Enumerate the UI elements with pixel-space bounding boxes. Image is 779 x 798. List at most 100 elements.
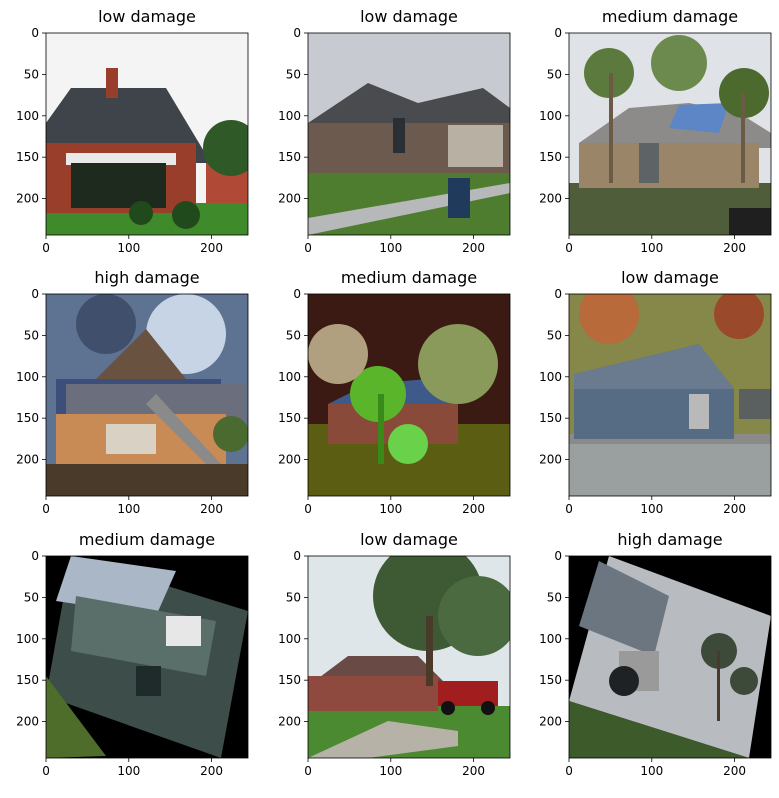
- x-tick-label: 0: [304, 241, 312, 255]
- y-tick-label: 200: [16, 715, 39, 729]
- y-tick-label: 150: [278, 150, 301, 164]
- y-tick-label: 50: [547, 328, 562, 342]
- y-tick-label: 100: [539, 632, 562, 646]
- y-tick-label: 200: [539, 715, 562, 729]
- x-tick-label: 100: [640, 241, 663, 255]
- y-tick-label: 100: [16, 109, 39, 123]
- image-panel: high damage 0 50 100 150 200 0 100 200: [16, 268, 249, 526]
- photo-image: [308, 33, 510, 235]
- panel-title: medium damage: [78, 530, 216, 549]
- image-panel: medium damage 0 50 100 150 200 0 100 200: [278, 268, 511, 526]
- image-axes: 0 50 100 150 200 0 100 200: [16, 287, 249, 516]
- image-axes: 0 50 100 150 200 0 100 200: [539, 549, 772, 778]
- y-tick-label: 150: [16, 411, 39, 425]
- y-tick-label: 0: [554, 549, 562, 563]
- y-tick-label: 200: [16, 192, 39, 206]
- image-axes: 0 50 100 150 200 0 100 200: [278, 549, 511, 778]
- y-tick-label: 100: [278, 632, 301, 646]
- x-tick-label: 100: [117, 764, 140, 778]
- x-tick-label: 0: [565, 241, 573, 255]
- image-axes: 0 50 100 150 200 0 100 200: [16, 549, 249, 778]
- x-tick-label: 0: [304, 764, 312, 778]
- x-tick-label: 200: [462, 502, 485, 516]
- y-tick-label: 150: [278, 411, 301, 425]
- y-tick-label: 150: [16, 673, 39, 687]
- image-axes: 0 50 100 150 200 0 100 200: [278, 26, 511, 255]
- y-tick-label: 50: [286, 67, 301, 81]
- y-tick-label: 0: [31, 549, 39, 563]
- x-tick-label: 100: [640, 502, 663, 516]
- image-panel: high damage 0 50 100 150 200 0 100 200: [539, 530, 772, 788]
- x-tick-label: 0: [42, 764, 50, 778]
- y-tick-label: 150: [539, 673, 562, 687]
- y-tick-label: 200: [16, 453, 39, 467]
- y-tick-label: 200: [539, 192, 562, 206]
- image-panel: low damage 0 50 100 150 200 0 100 200: [16, 7, 249, 265]
- y-tick-label: 150: [16, 150, 39, 164]
- y-tick-label: 100: [278, 370, 301, 384]
- image-panel: medium damage 0 50 100 150 200 0 100 200: [16, 530, 249, 788]
- y-tick-label: 100: [278, 109, 301, 123]
- x-tick-label: 100: [379, 502, 402, 516]
- y-tick-label: 150: [539, 150, 562, 164]
- photo-image: [46, 294, 248, 496]
- x-tick-label: 0: [42, 241, 50, 255]
- y-tick-label: 0: [31, 26, 39, 40]
- photo-image: [308, 556, 510, 758]
- x-tick-label: 200: [723, 502, 746, 516]
- x-tick-label: 200: [723, 764, 746, 778]
- y-tick-label: 50: [547, 590, 562, 604]
- image-axes: 0 50 100 150 200 0 100 200: [539, 26, 772, 255]
- image-axes: 0 50 100 150 200 0 100 200: [16, 26, 249, 255]
- x-tick-label: 0: [304, 502, 312, 516]
- panel-title: medium damage: [340, 268, 478, 287]
- x-tick-label: 100: [379, 764, 402, 778]
- photo-image: [308, 294, 510, 496]
- y-tick-label: 200: [278, 192, 301, 206]
- x-tick-label: 200: [723, 241, 746, 255]
- image-axes: 0 50 100 150 200 0 100 200: [539, 287, 772, 516]
- x-tick-label: 0: [42, 502, 50, 516]
- x-tick-label: 0: [565, 764, 573, 778]
- y-tick-label: 0: [31, 287, 39, 301]
- photo-image: [46, 556, 248, 758]
- y-tick-label: 50: [286, 590, 301, 604]
- panel-title: low damage: [621, 268, 719, 287]
- y-tick-label: 50: [24, 328, 39, 342]
- y-tick-label: 50: [286, 328, 301, 342]
- x-tick-label: 200: [462, 241, 485, 255]
- image-panel: low damage 0 50 100 150 200 0 100 200: [539, 268, 772, 526]
- panel-title: low damage: [360, 530, 458, 549]
- x-tick-label: 200: [200, 502, 223, 516]
- y-tick-label: 0: [293, 26, 301, 40]
- y-tick-label: 200: [278, 453, 301, 467]
- y-tick-label: 0: [554, 26, 562, 40]
- image-axes: 0 50 100 150 200 0 100 200: [278, 287, 511, 516]
- y-tick-label: 100: [539, 370, 562, 384]
- x-tick-label: 0: [565, 502, 573, 516]
- y-tick-label: 150: [278, 673, 301, 687]
- y-tick-label: 50: [24, 67, 39, 81]
- y-tick-label: 50: [547, 67, 562, 81]
- photo-image: [569, 556, 771, 758]
- photo-image: [569, 33, 771, 235]
- x-tick-label: 100: [117, 502, 140, 516]
- x-tick-label: 100: [379, 241, 402, 255]
- panel-title: high damage: [617, 530, 723, 549]
- y-tick-label: 0: [293, 287, 301, 301]
- y-tick-label: 200: [278, 715, 301, 729]
- x-tick-label: 200: [200, 764, 223, 778]
- image-panel: low damage 0 50 100 150 200 0 100 200: [278, 530, 511, 788]
- x-tick-label: 100: [640, 764, 663, 778]
- y-tick-label: 200: [539, 453, 562, 467]
- x-tick-label: 200: [462, 764, 485, 778]
- panel-title: high damage: [94, 268, 200, 287]
- y-tick-label: 0: [554, 287, 562, 301]
- panel-title: medium damage: [601, 7, 739, 26]
- panel-title: low damage: [360, 7, 458, 26]
- x-tick-label: 200: [200, 241, 223, 255]
- y-tick-label: 100: [539, 109, 562, 123]
- y-tick-label: 150: [539, 411, 562, 425]
- image-panel: low damage 0 50 100 150 200 0 100 200: [278, 7, 511, 265]
- y-tick-label: 100: [16, 370, 39, 384]
